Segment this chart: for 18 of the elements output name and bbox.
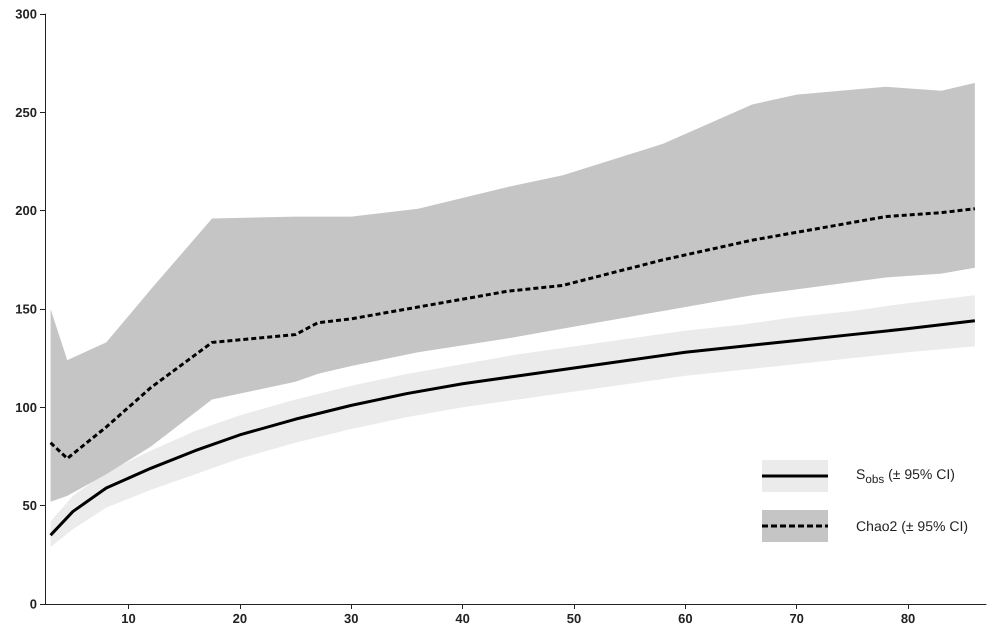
y-tick-label: 300 xyxy=(15,6,37,22)
y-tick-label: 200 xyxy=(15,203,37,218)
legend-label: S$_{obs}$ (± 95% CI) xyxy=(856,466,955,486)
x-tick-label: 30 xyxy=(344,611,358,626)
y-tick-label: 100 xyxy=(15,400,37,415)
x-tick-label: 60 xyxy=(678,611,693,626)
y-tick-label: 50 xyxy=(22,498,37,514)
x-tick-label: 80 xyxy=(900,611,916,626)
x-tick-label: 40 xyxy=(455,611,470,626)
y-tick-label: 0 xyxy=(30,596,37,612)
y-tick-label: 250 xyxy=(15,104,37,120)
x-tick-label: 50 xyxy=(566,611,582,626)
line-series xyxy=(49,207,976,460)
x-tick-label: 10 xyxy=(121,611,136,626)
y-tick-label: 150 xyxy=(15,302,37,316)
x-tick-label: 70 xyxy=(789,611,804,626)
legend-label: Chao2 (± 95% CI) xyxy=(856,518,968,534)
x-tick-label: 20 xyxy=(232,611,248,626)
